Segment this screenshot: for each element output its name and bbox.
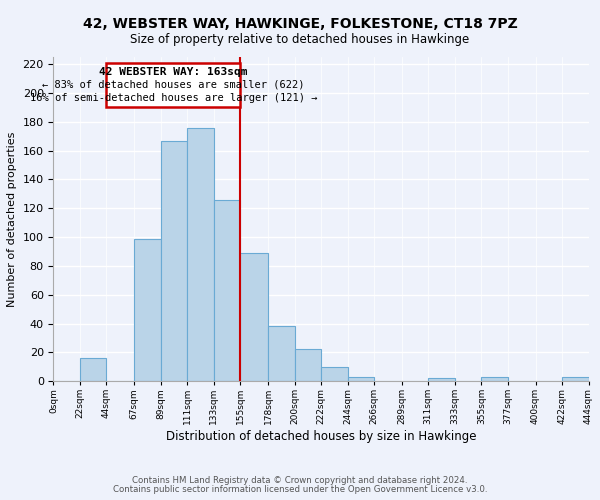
Bar: [428, 378, 455, 381]
Bar: [80, 358, 106, 381]
Bar: [481, 377, 508, 381]
Bar: [562, 377, 589, 381]
Bar: [214, 200, 240, 381]
Bar: [134, 238, 161, 381]
Bar: [161, 140, 187, 381]
Bar: [268, 326, 295, 381]
Bar: [187, 128, 214, 381]
X-axis label: Distribution of detached houses by size in Hawkinge: Distribution of detached houses by size …: [166, 430, 476, 443]
Text: Contains HM Land Registry data © Crown copyright and database right 2024.: Contains HM Land Registry data © Crown c…: [132, 476, 468, 485]
Text: ← 83% of detached houses are smaller (622): ← 83% of detached houses are smaller (62…: [42, 80, 305, 90]
Text: Size of property relative to detached houses in Hawkinge: Size of property relative to detached ho…: [130, 32, 470, 46]
FancyBboxPatch shape: [106, 62, 240, 108]
Bar: [321, 367, 347, 381]
Text: 42, WEBSTER WAY, HAWKINGE, FOLKESTONE, CT18 7PZ: 42, WEBSTER WAY, HAWKINGE, FOLKESTONE, C…: [83, 18, 517, 32]
Text: 42 WEBSTER WAY: 163sqm: 42 WEBSTER WAY: 163sqm: [99, 67, 248, 77]
Bar: [347, 377, 374, 381]
Bar: [240, 253, 268, 381]
Text: Contains public sector information licensed under the Open Government Licence v3: Contains public sector information licen…: [113, 485, 487, 494]
Y-axis label: Number of detached properties: Number of detached properties: [7, 132, 17, 306]
Text: 16% of semi-detached houses are larger (121) →: 16% of semi-detached houses are larger (…: [29, 92, 317, 102]
Bar: [295, 350, 321, 381]
